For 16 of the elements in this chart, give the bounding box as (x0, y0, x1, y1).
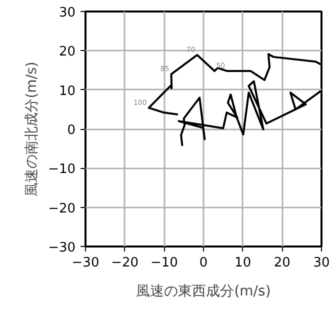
x-tick-label: 0 (199, 256, 208, 270)
y-tick-label: 30 (58, 6, 76, 20)
y-tick-label: 10 (58, 84, 76, 99)
y-tick-label: 0 (67, 123, 76, 138)
y-tick-label: −10 (48, 162, 76, 178)
x-tick-label: −10 (150, 256, 178, 270)
x-tick-label: −20 (111, 256, 139, 270)
x-tick-label: 10 (234, 256, 252, 270)
x-axis-title: 風速の東西成分(m/s) (136, 284, 271, 300)
x-tick-label: 20 (274, 256, 290, 270)
y-tick-label: −20 (48, 201, 76, 216)
y-tick-label: −30 (48, 240, 76, 256)
x-tick-label: −30 (72, 256, 100, 270)
y-axis-title: 風速の南北成分(m/s) (24, 62, 40, 196)
y-tick-label: 20 (58, 44, 76, 60)
x-tick-label: 30 (313, 256, 330, 270)
